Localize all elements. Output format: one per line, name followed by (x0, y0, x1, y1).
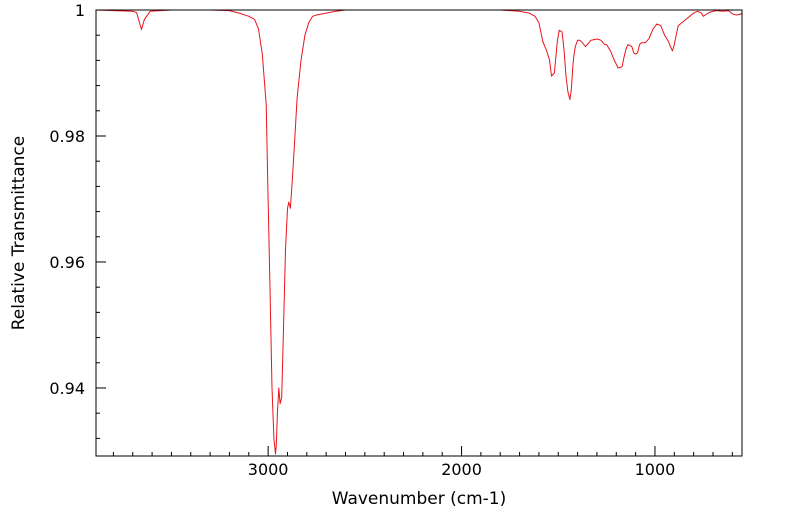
spectrum-line-0 (96, 10, 742, 455)
axis-ticks (96, 9, 733, 456)
y-tick-label: 1 (75, 1, 85, 20)
y-tick-label: 0.96 (49, 253, 85, 272)
x-tick-label: 1000 (635, 460, 676, 479)
x-axis-title: Wavenumber (cm-1) (332, 489, 507, 509)
x-tick-label: 2000 (441, 460, 482, 479)
tick-labels: 3000 2000 1000 1 0.98 0.96 0.94 (49, 1, 675, 479)
y-tick-label: 0.94 (49, 379, 85, 398)
x-tick-label: 3000 (248, 460, 289, 479)
y-tick-label: 0.98 (49, 127, 85, 146)
plot-frame (95, 9, 743, 457)
plot-area (96, 10, 742, 455)
y-axis-title: Relative Transmittance (9, 136, 29, 331)
